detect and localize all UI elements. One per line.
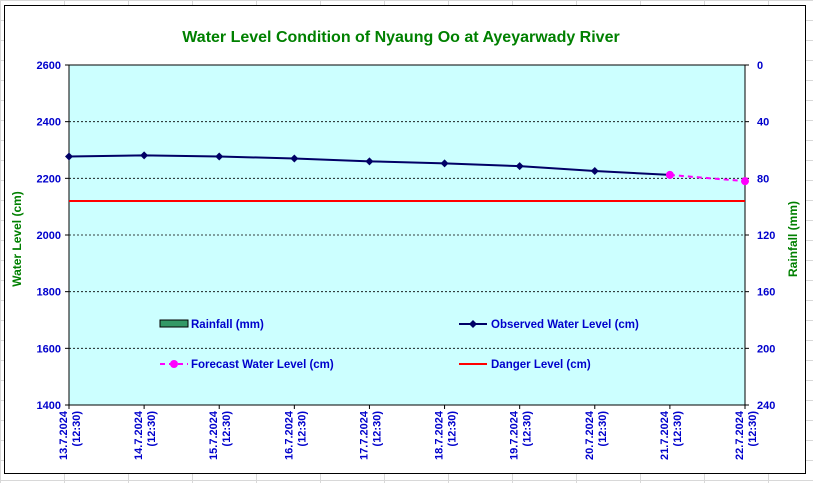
- x-tick-time: (12:30): [296, 411, 308, 447]
- x-tick-label-group: 19.7.2024 (12:30): [509, 410, 534, 460]
- data-point: [290, 154, 299, 163]
- left-tick-label: 2400: [37, 117, 61, 129]
- data-point: [365, 157, 374, 166]
- x-tick-time: (12:30): [146, 411, 158, 447]
- data-point: [665, 170, 674, 179]
- x-tick-label-group: 21.7.2024 (12:30): [659, 410, 684, 460]
- legend-label: Forecast Water Level (cm): [191, 359, 334, 371]
- series-layer: [65, 151, 749, 202]
- x-tick-label-group: 13.7.2024 (12:30): [58, 410, 83, 460]
- left-tick-label: 2000: [37, 230, 61, 242]
- x-tick-label-group: 15.7.2024 (12:30): [208, 410, 233, 460]
- x-tick-time: (12:30): [597, 411, 609, 447]
- legend-marker-forecast: [170, 360, 178, 368]
- legend-swatch-rainfall: [159, 319, 189, 328]
- x-tick-date: 21.7.2024: [659, 410, 671, 460]
- right-tick-label: 240: [757, 400, 775, 412]
- x-tick-time: (12:30): [747, 411, 759, 447]
- x-tick-label-group: 18.7.2024 (12:30): [434, 410, 459, 460]
- x-tick-label-group: 20.7.2024 (12:30): [584, 410, 609, 460]
- right-tick-label: 120: [757, 230, 775, 242]
- chart-area[interactable]: Water Level Condition of Nyaung Oo at Ay…: [4, 5, 806, 474]
- gridlines: [69, 121, 745, 349]
- data-point: [440, 159, 449, 168]
- x-tick-label-group: 17.7.2024 (12:30): [358, 410, 383, 460]
- data-point: [741, 177, 749, 186]
- data-point: [65, 152, 73, 161]
- x-tick-time: (12:30): [522, 411, 534, 447]
- left-tick-label: 2600: [37, 60, 61, 72]
- left-tick-label: 1400: [37, 400, 61, 412]
- x-tick-date: 16.7.2024: [283, 410, 295, 460]
- series-line: [669, 173, 746, 183]
- x-tick-label-group: 16.7.2024 (12:30): [283, 410, 308, 460]
- x-tick-time: (12:30): [672, 411, 684, 447]
- left-tick-label: 1800: [37, 287, 61, 299]
- x-axis-ticks: 13.7.2024 (12:30) 14.7.2024 (12:30) 15.7.202…: [58, 405, 759, 460]
- x-tick-time: (12:30): [447, 411, 459, 447]
- right-tick-label: 40: [757, 117, 769, 129]
- legend-label: Observed Water Level (cm): [491, 319, 639, 331]
- x-tick-time: (12:30): [221, 411, 233, 447]
- right-tick-label: 200: [757, 343, 775, 355]
- right-tick-label: 160: [757, 287, 775, 299]
- left-axis-ticks: 1400 1600 1800 2000 2200 2400 2600: [37, 60, 69, 412]
- x-tick-date: 13.7.2024: [58, 410, 70, 460]
- legend-label: Rainfall (mm): [191, 319, 264, 331]
- right-tick-label: 0: [757, 60, 763, 72]
- x-tick-label-group: 14.7.2024 (12:30): [133, 410, 158, 460]
- x-tick-date: 19.7.2024: [509, 410, 521, 460]
- left-tick-label: 2200: [37, 173, 61, 185]
- x-tick-label-group: 22.7.2024 (12:30): [734, 410, 759, 460]
- data-point: [140, 151, 149, 160]
- x-tick-time: (12:30): [71, 411, 83, 447]
- x-tick-date: 18.7.2024: [434, 410, 446, 460]
- data-point: [515, 162, 524, 171]
- chart-title: Water Level Condition of Nyaung Oo at Ay…: [182, 29, 619, 46]
- x-tick-time: (12:30): [371, 411, 383, 447]
- x-tick-date: 17.7.2024: [358, 410, 370, 460]
- left-axis-title: Water Level (cm): [10, 191, 24, 287]
- legend-label: Danger Level (cm): [491, 359, 591, 371]
- x-tick-date: 20.7.2024: [584, 410, 596, 460]
- x-tick-date: 22.7.2024: [734, 410, 746, 460]
- x-tick-date: 14.7.2024: [133, 410, 145, 460]
- left-tick-label: 1600: [37, 343, 61, 355]
- right-axis-title: Rainfall (mm): [786, 201, 800, 277]
- chart-svg: Water Level Condition of Nyaung Oo at Ay…: [10, 29, 800, 460]
- legend: Rainfall (mm) Observed Water Level (cm) Fo…: [159, 319, 639, 371]
- data-point: [215, 152, 224, 161]
- right-tick-label: 80: [757, 173, 769, 185]
- data-point: [590, 166, 599, 175]
- right-axis-ticks: 0 40 80 120 160 200 240: [745, 60, 775, 412]
- legend-marker-observed: [469, 320, 477, 328]
- x-tick-date: 15.7.2024: [208, 410, 220, 460]
